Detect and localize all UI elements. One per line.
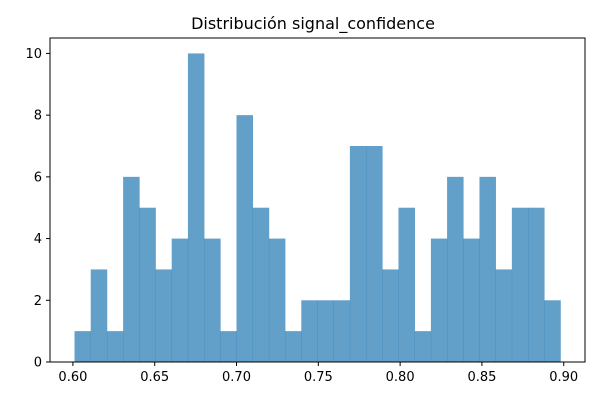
histogram-bar xyxy=(139,207,156,362)
histogram-bar xyxy=(528,207,545,362)
histogram-bar xyxy=(106,331,124,362)
histogram-bar xyxy=(544,300,561,362)
histogram-bar xyxy=(155,269,173,362)
histogram-bar xyxy=(268,238,286,362)
x-tick-label: 0.65 xyxy=(140,370,169,385)
histogram-bar xyxy=(317,300,334,362)
histogram-bar xyxy=(479,176,496,362)
histogram-bar xyxy=(220,331,237,362)
y-tick-label: 2 xyxy=(34,294,42,309)
histogram-bar xyxy=(463,238,480,362)
x-tick-label: 0.75 xyxy=(304,370,333,385)
histogram-bar xyxy=(447,176,464,362)
histogram-bar xyxy=(349,146,367,362)
y-tick-label: 0 xyxy=(34,356,42,371)
x-tick-label: 0.60 xyxy=(58,370,87,385)
histogram-bar xyxy=(398,207,415,362)
x-tick-label: 0.80 xyxy=(386,370,415,385)
histogram-bar xyxy=(414,331,432,362)
histogram-bar xyxy=(187,53,205,363)
histogram-bar xyxy=(252,207,270,362)
histogram-bar xyxy=(171,238,189,362)
histogram-bar xyxy=(236,115,254,362)
x-tick-label: 0.90 xyxy=(549,370,578,385)
y-tick-label: 4 xyxy=(34,232,42,247)
y-axis-ticks: 0 2 4 6 8 10 xyxy=(25,47,50,371)
chart-title: Distribución signal_confidence xyxy=(191,14,435,34)
histogram-bar xyxy=(285,331,302,362)
x-axis-ticks: 0.60 0.65 0.70 0.75 0.80 0.85 0.90 xyxy=(58,362,578,385)
plot-frame xyxy=(49,37,586,363)
histogram-bar xyxy=(495,269,513,362)
histogram-bar xyxy=(382,269,399,362)
histogram-bar xyxy=(204,238,221,362)
y-tick-label: 8 xyxy=(34,109,42,124)
y-tick-label: 6 xyxy=(34,170,42,185)
histogram-bar xyxy=(74,331,92,362)
bars-group xyxy=(74,53,561,363)
x-tick-label: 0.85 xyxy=(467,370,496,385)
histogram-bar xyxy=(333,300,351,362)
histogram-bar xyxy=(511,207,529,362)
histogram-bar xyxy=(90,269,108,362)
histogram-bar xyxy=(301,300,318,362)
histogram-bar xyxy=(366,146,383,362)
x-tick-label: 0.70 xyxy=(222,370,251,385)
histogram-bar xyxy=(123,176,140,362)
histogram-bar xyxy=(430,238,448,362)
y-tick-label: 10 xyxy=(25,47,42,62)
